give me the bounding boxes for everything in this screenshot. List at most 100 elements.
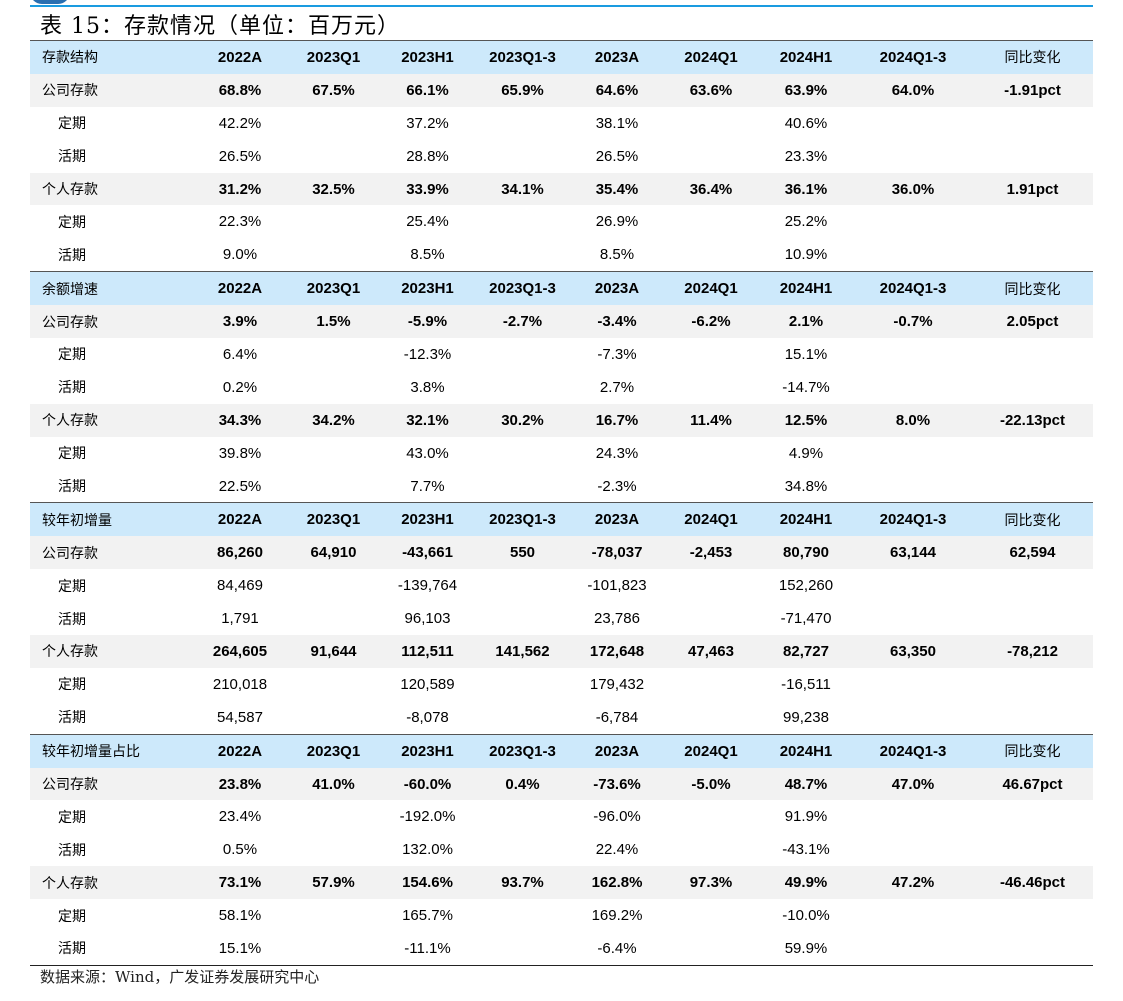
table-cell [475,602,570,635]
table-cell [664,602,758,635]
table-row-sub: 定期 6.4% -12.3% -7.3% 15.1% [30,338,1093,371]
column-header: 2022A [193,271,287,306]
table-cell: 141,562 [475,635,570,668]
column-header: 2023A [570,39,664,74]
table-cell: 26.5% [595,147,639,165]
table-cell [972,932,1093,966]
table-cell: 48.7% [758,767,854,801]
section-label: 较年初增量 [30,502,193,537]
table-row-sub: 定期 39.8% 43.0% 24.3% 4.9% [30,437,1093,470]
table-cell: 67.5% [287,73,380,107]
table-cell: -43.1% [782,841,830,859]
row-label: 活期 [30,932,193,966]
table-cell: 3.8% [410,378,445,396]
table-row-sub: 定期 42.2% 37.2% 38.1% 40.6% [30,107,1093,140]
table-cell [475,932,570,966]
table-cell: -5.9% [380,305,475,339]
table-cell [854,205,972,238]
table-row-main: 公司存款 68.8% 67.5% 66.1% 65.9% 64.6% 63.6% 63.9% 6… [30,73,1093,107]
table-cell: -8,078 [406,708,449,726]
table-cell: 68.8% [193,73,287,107]
table-cell: -5.0% [664,767,758,801]
column-header: 2023H1 [380,271,475,306]
row-label: 定期 [58,677,86,694]
table-cell: 47.2% [854,866,972,900]
table-cell: 120,589 [400,675,455,693]
table-cell: 47,463 [664,635,758,668]
table-cell: 34.1% [475,172,570,206]
column-header: 2024H1 [758,733,854,768]
table-cell: 47.0% [854,767,972,801]
column-header: 2022A [193,39,287,74]
row-label: 定期 [58,214,86,231]
table-cell: 2.1% [758,305,854,339]
table-cell: -6.4% [570,932,664,966]
table-cell [287,932,380,966]
table-cell [972,437,1093,470]
table-cell: -22.13pct [972,403,1093,437]
table-cell: 80,790 [758,536,854,570]
table-title: 表 15：存款情况（单位：百万元） [40,14,400,39]
table-cell [475,800,570,833]
column-header: 2023A [570,502,664,537]
section-header-row: 存款结构 2022A 2023Q1 2023H1 2023Q1-3 2023A 2024Q1… [30,39,1093,74]
table-cell: -43,661 [380,536,475,570]
table-cell [475,371,570,404]
table-cell: 28.8% [406,147,449,165]
table-cell [854,800,972,833]
table-cell: 73.1% [193,866,287,900]
table-cell [475,437,570,470]
table-cell: 63,144 [854,536,972,570]
row-label: 活期 [58,842,86,859]
table-cell: 96,103 [404,610,451,628]
column-header: 2023Q1 [287,271,380,306]
table-cell: 25.4% [406,213,449,231]
table-cell: 65.9% [475,73,570,107]
table-cell: 58.1% [218,907,262,925]
table-cell: 38.1% [595,114,639,132]
table-cell [287,569,380,602]
table-cell: -10.0% [782,907,830,925]
table-row-sub: 活期 15.1% -11.1% -6.4% 59.9% [30,932,1093,966]
row-label: 公司存款 [30,305,193,339]
table-cell: -71,470 [780,610,832,628]
table-row-sub: 活期 22.5% 7.7% -2.3% 34.8% [30,470,1093,503]
table-cell: -1.91pct [972,73,1093,107]
table-cell [972,140,1093,173]
table-cell: 4.9% [788,444,824,462]
table-cell: 62,594 [972,536,1093,570]
table-cell [972,800,1093,833]
column-header: 2024Q1-3 [854,271,972,306]
section-header-row: 较年初增量占比 2022A 2023Q1 2023H1 2023Q1-3 2023A 202… [30,733,1093,768]
table-cell [972,833,1093,866]
deposit-table: 存款结构 2022A 2023Q1 2023H1 2023Q1-3 2023A 2024Q1… [30,39,1093,966]
table-cell [475,470,570,503]
table-cell: 91.9% [784,808,828,826]
table-cell [287,701,380,734]
table-cell [475,107,570,140]
column-header: 2022A [193,733,287,768]
table-cell [287,800,380,833]
table-row-sub: 定期 58.1% 165.7% 169.2% -10.0% [30,899,1093,932]
table-cell: 8.5% [599,246,635,264]
table-cell: 162.8% [570,866,664,900]
table-cell: 66.1% [380,73,475,107]
table-cell [854,140,972,173]
table-cell [287,371,380,404]
table-cell: 132.0% [402,841,453,859]
table-cell: 31.2% [193,172,287,206]
table-cell: 57.9% [287,866,380,900]
table-cell: -139,764 [397,577,458,595]
table-row-main: 个人存款 73.1% 57.9% 154.6% 93.7% 162.8% 97.3% 49.9… [30,866,1093,900]
column-header: 2023H1 [380,733,475,768]
table-cell: 23.4% [218,808,262,826]
table-cell: 36.4% [664,172,758,206]
table-cell: 93.7% [475,866,570,900]
header-divider [30,5,1093,7]
column-header: 2024Q1-3 [854,502,972,537]
table-cell [972,205,1093,238]
table-cell [854,602,972,635]
table-cell: 112,511 [380,635,475,668]
column-header: 2024H1 [758,39,854,74]
section-label: 较年初增量占比 [30,733,193,768]
